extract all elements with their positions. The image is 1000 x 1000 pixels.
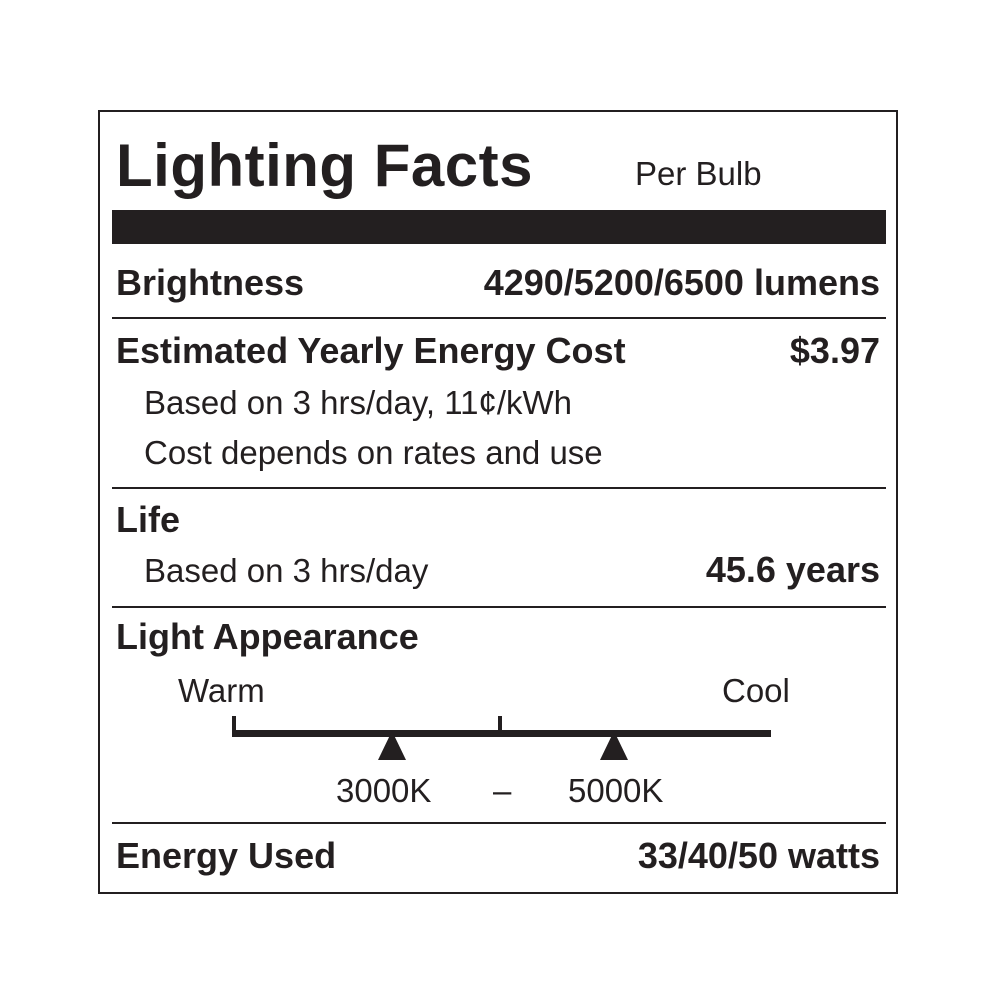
marker-3000k-label: 3000K [336, 772, 432, 809]
lighting-facts-label: Lighting Facts Per Bulb Brightness 4290/… [98, 110, 898, 894]
light-appearance-label: Light Appearance [116, 616, 419, 657]
scale-tick-mid [498, 716, 502, 737]
energy-cost-value: $3.97 [789, 330, 880, 371]
warm-label: Warm [178, 672, 265, 709]
divider [112, 606, 886, 608]
energy-used-label: Energy Used [116, 835, 337, 876]
title-divider-bar [112, 210, 886, 244]
cool-label: Cool [722, 672, 790, 709]
range-dash: – [493, 772, 512, 809]
divider [112, 317, 886, 319]
energy-cost-note-rate: Based on 3 hrs/day, 11¢/kWh [144, 384, 573, 421]
color-temperature-scale [232, 716, 771, 760]
life-note: Based on 3 hrs/day [144, 552, 429, 589]
life-label: Life [116, 499, 181, 540]
energy-cost-label: Estimated Yearly Energy Cost [116, 330, 626, 371]
brightness-label: Brightness [116, 262, 305, 303]
energy-used-value: 33/40/50 watts [637, 835, 880, 876]
marker-5000k-label: 5000K [568, 772, 664, 809]
scale-tick-left [232, 716, 236, 737]
label-title: Lighting Facts [116, 132, 533, 199]
divider [112, 822, 886, 824]
divider [112, 487, 886, 489]
marker-3000k-triangle [378, 731, 406, 760]
life-value: 45.6 years [705, 549, 880, 590]
energy-cost-note-depends: Cost depends on rates and use [144, 434, 603, 471]
marker-5000k-triangle [600, 731, 628, 760]
brightness-value: 4290/5200/6500 lumens [483, 262, 880, 303]
label-subtitle: Per Bulb [635, 155, 762, 192]
